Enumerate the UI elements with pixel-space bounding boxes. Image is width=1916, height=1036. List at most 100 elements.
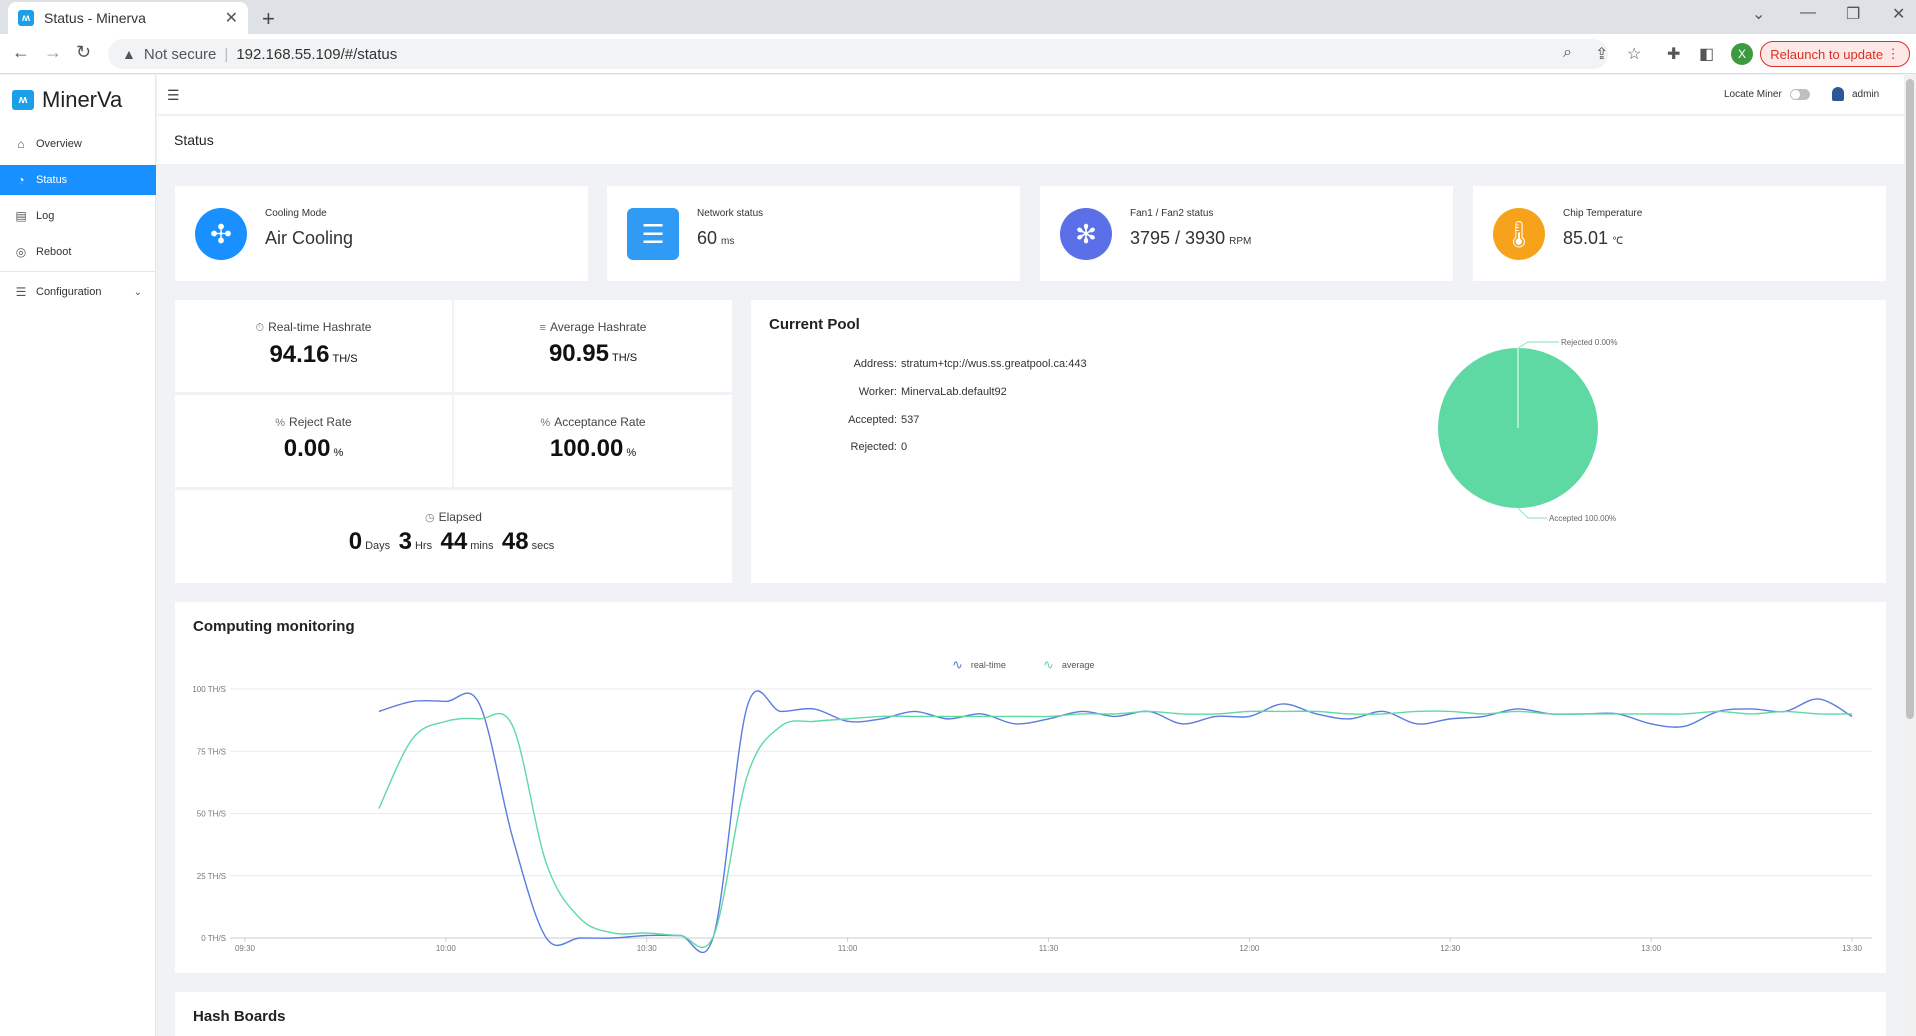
pool-worker-label: Worker: — [858, 386, 897, 398]
locate-miner: Locate Miner — [1724, 89, 1810, 100]
restore-icon[interactable]: ❐ — [1846, 6, 1861, 23]
legend-wave-icon: ∿ — [1043, 657, 1054, 672]
pie-label-rejected: Rejected 0.00% — [1561, 338, 1617, 347]
tab-search-icon[interactable]: ⌄ — [1752, 6, 1766, 23]
relaunch-button[interactable]: Relaunch to update ⋮ — [1760, 41, 1910, 67]
hashrate-line-chart: 0 TH/S 25 TH/S 50 TH/S 75 TH/S 100 TH/S 09:30… — [192, 685, 1872, 954]
acceptance-rate-cell: % Acceptance Rate 100.00% — [454, 395, 732, 487]
side-panel-icon[interactable]: ◧ — [1699, 46, 1715, 63]
x-tick-label: 11:00 — [838, 944, 858, 953]
x-tick-label: 13:00 — [1641, 944, 1662, 953]
user-name: admin — [1852, 88, 1880, 100]
sidebar-item-label: Log — [36, 210, 55, 222]
stat-label: Chip Temperature — [1563, 208, 1643, 219]
stat-label: Cooling Mode — [265, 208, 327, 219]
menu-toggle-icon[interactable]: ☰ — [167, 87, 180, 103]
power-icon: ◎ — [15, 245, 27, 259]
extensions-icon[interactable]: ✚ — [1667, 46, 1681, 63]
minerva-favicon-icon: ʍ — [18, 10, 34, 26]
y-tick-label: 75 TH/S — [197, 747, 226, 756]
x-tick-label: 12:30 — [1440, 944, 1461, 953]
back-icon[interactable]: ← — [12, 42, 30, 62]
hash-unit: TH/S — [612, 352, 638, 364]
x-tick-label: 11:30 — [1039, 944, 1059, 953]
user-menu[interactable]: admin — [1832, 87, 1879, 101]
stat-unit: RPM — [1229, 236, 1252, 247]
x-tick-label: 12:00 — [1239, 944, 1260, 953]
relaunch-label: Relaunch to update — [1770, 46, 1884, 62]
legend-realtime[interactable]: ∿ real-time — [952, 657, 1006, 673]
y-tick-label: 50 TH/S — [197, 810, 226, 819]
stat-value: 85.01 ℃ — [1563, 228, 1623, 249]
x-tick-label: 10:30 — [637, 944, 658, 953]
sidebar-item-log[interactable]: ▤ Log — [0, 201, 156, 231]
warning-icon: ▲ — [122, 46, 136, 62]
forward-icon[interactable]: → — [44, 42, 62, 62]
locate-miner-toggle[interactable] — [1789, 89, 1810, 100]
clock-icon: ◷ — [425, 512, 435, 524]
chip-temperature-card: 🌡 Chip Temperature 85.01 ℃ — [1473, 186, 1886, 281]
pool-rejected-row: Rejected: 0 — [751, 441, 1251, 453]
elapsed-label: Elapsed — [438, 510, 482, 524]
cooling-fan-icon: ✣ — [195, 208, 247, 260]
cooling-mode-card: ✣ Cooling Mode Air Cooling — [175, 186, 588, 281]
elapsed-hours: 3 — [398, 528, 412, 555]
legend-average[interactable]: ∿ average — [1043, 657, 1094, 673]
sidebar-item-configuration[interactable]: ☰ Configuration ⌄ — [0, 277, 156, 307]
pool-accepted: 537 — [901, 414, 920, 426]
monitoring-title: Computing monitoring — [193, 618, 355, 635]
elapsed-hours-unit: Hrs — [414, 540, 433, 552]
fan-status-card: ✻ Fan1 / Fan2 status 3795 / 3930 RPM — [1040, 186, 1453, 281]
pool-worker: MinervaLab.default92 — [901, 386, 1007, 398]
file-icon: ▤ — [15, 209, 27, 223]
chevron-down-icon: ⌄ — [133, 286, 142, 298]
stat-value-text: 60 — [697, 228, 718, 248]
stat-value: 3795 / 3930 RPM — [1130, 228, 1251, 249]
x-tick-label: 13:30 — [1842, 944, 1863, 953]
percent-icon: % — [540, 417, 551, 429]
x-tick-label: 10:00 — [436, 944, 457, 953]
url-text: 192.168.55.109/#/status — [236, 45, 398, 63]
profile-avatar[interactable]: X — [1731, 43, 1753, 65]
hash-label: Reject Rate — [289, 415, 352, 429]
pool-accepted-label: Accepted: — [848, 414, 897, 426]
stat-label: Network status — [697, 208, 764, 219]
zoom-icon[interactable]: ⌕ — [1563, 44, 1572, 61]
sidebar-item-label: Configuration — [36, 286, 102, 298]
y-tick-label: 25 TH/S — [197, 872, 226, 881]
reject-rate-cell: % Reject Rate 0.00% — [175, 395, 452, 487]
thermometer-icon: 🌡 — [1493, 208, 1545, 260]
sidebar-item-status[interactable]: ◔ Status — [0, 165, 156, 195]
reload-icon[interactable]: ↻ — [76, 42, 92, 62]
realtime-hashrate-cell: ⏱ Real-time Hashrate 94.16 TH/S — [175, 300, 452, 392]
stat-label: Fan1 / Fan2 status — [1130, 208, 1214, 219]
hash-boards-title: Hash Boards — [193, 1008, 286, 1025]
hash-label: Average Hashrate — [549, 320, 647, 334]
hash-label: Acceptance Rate — [554, 415, 646, 429]
page-scrollbar[interactable] — [1904, 75, 1916, 1036]
page-title: Status — [174, 132, 214, 148]
bookmark-star-icon[interactable]: ☆ — [1627, 46, 1642, 63]
fan-icon: ✻ — [1060, 208, 1112, 260]
app-logo[interactable]: ʍ MinerVa — [12, 87, 122, 113]
average-hashrate-cell: ≡ Average Hashrate 90.95 TH/S — [454, 300, 732, 392]
close-window-icon[interactable]: ✕ — [1892, 6, 1906, 23]
elapsed-value: 0 Days 3 Hrs 44 mins 48 secs — [175, 528, 732, 556]
pool-title: Current Pool — [769, 316, 860, 333]
pool-worker-row: Worker: MinervaLab.default92 — [751, 386, 1251, 398]
legend-label: real-time — [970, 660, 1006, 670]
hash-value: 100.00 — [549, 435, 624, 462]
scrollbar-thumb[interactable] — [1906, 79, 1914, 719]
hash-label: Real-time Hashrate — [268, 320, 372, 334]
sidebar-item-reboot[interactable]: ◎ Reboot — [0, 237, 156, 267]
sidebar-item-label: Status — [36, 174, 68, 186]
new-tab-icon[interactable]: + — [262, 6, 275, 31]
browser-tab[interactable]: ʍ Status - Minerva ✕ — [8, 2, 248, 34]
sidebar-item-overview[interactable]: ⌂ Overview — [0, 129, 156, 159]
sidebar-item-label: Overview — [36, 138, 82, 150]
minimize-icon[interactable]: — — [1800, 4, 1816, 21]
share-icon[interactable]: ⇪ — [1595, 46, 1609, 63]
tab-close-icon[interactable]: ✕ — [224, 10, 238, 27]
address-bar[interactable]: ▲ Not secure | 192.168.55.109/#/status — [108, 39, 1608, 69]
legend-label: average — [1061, 660, 1095, 670]
